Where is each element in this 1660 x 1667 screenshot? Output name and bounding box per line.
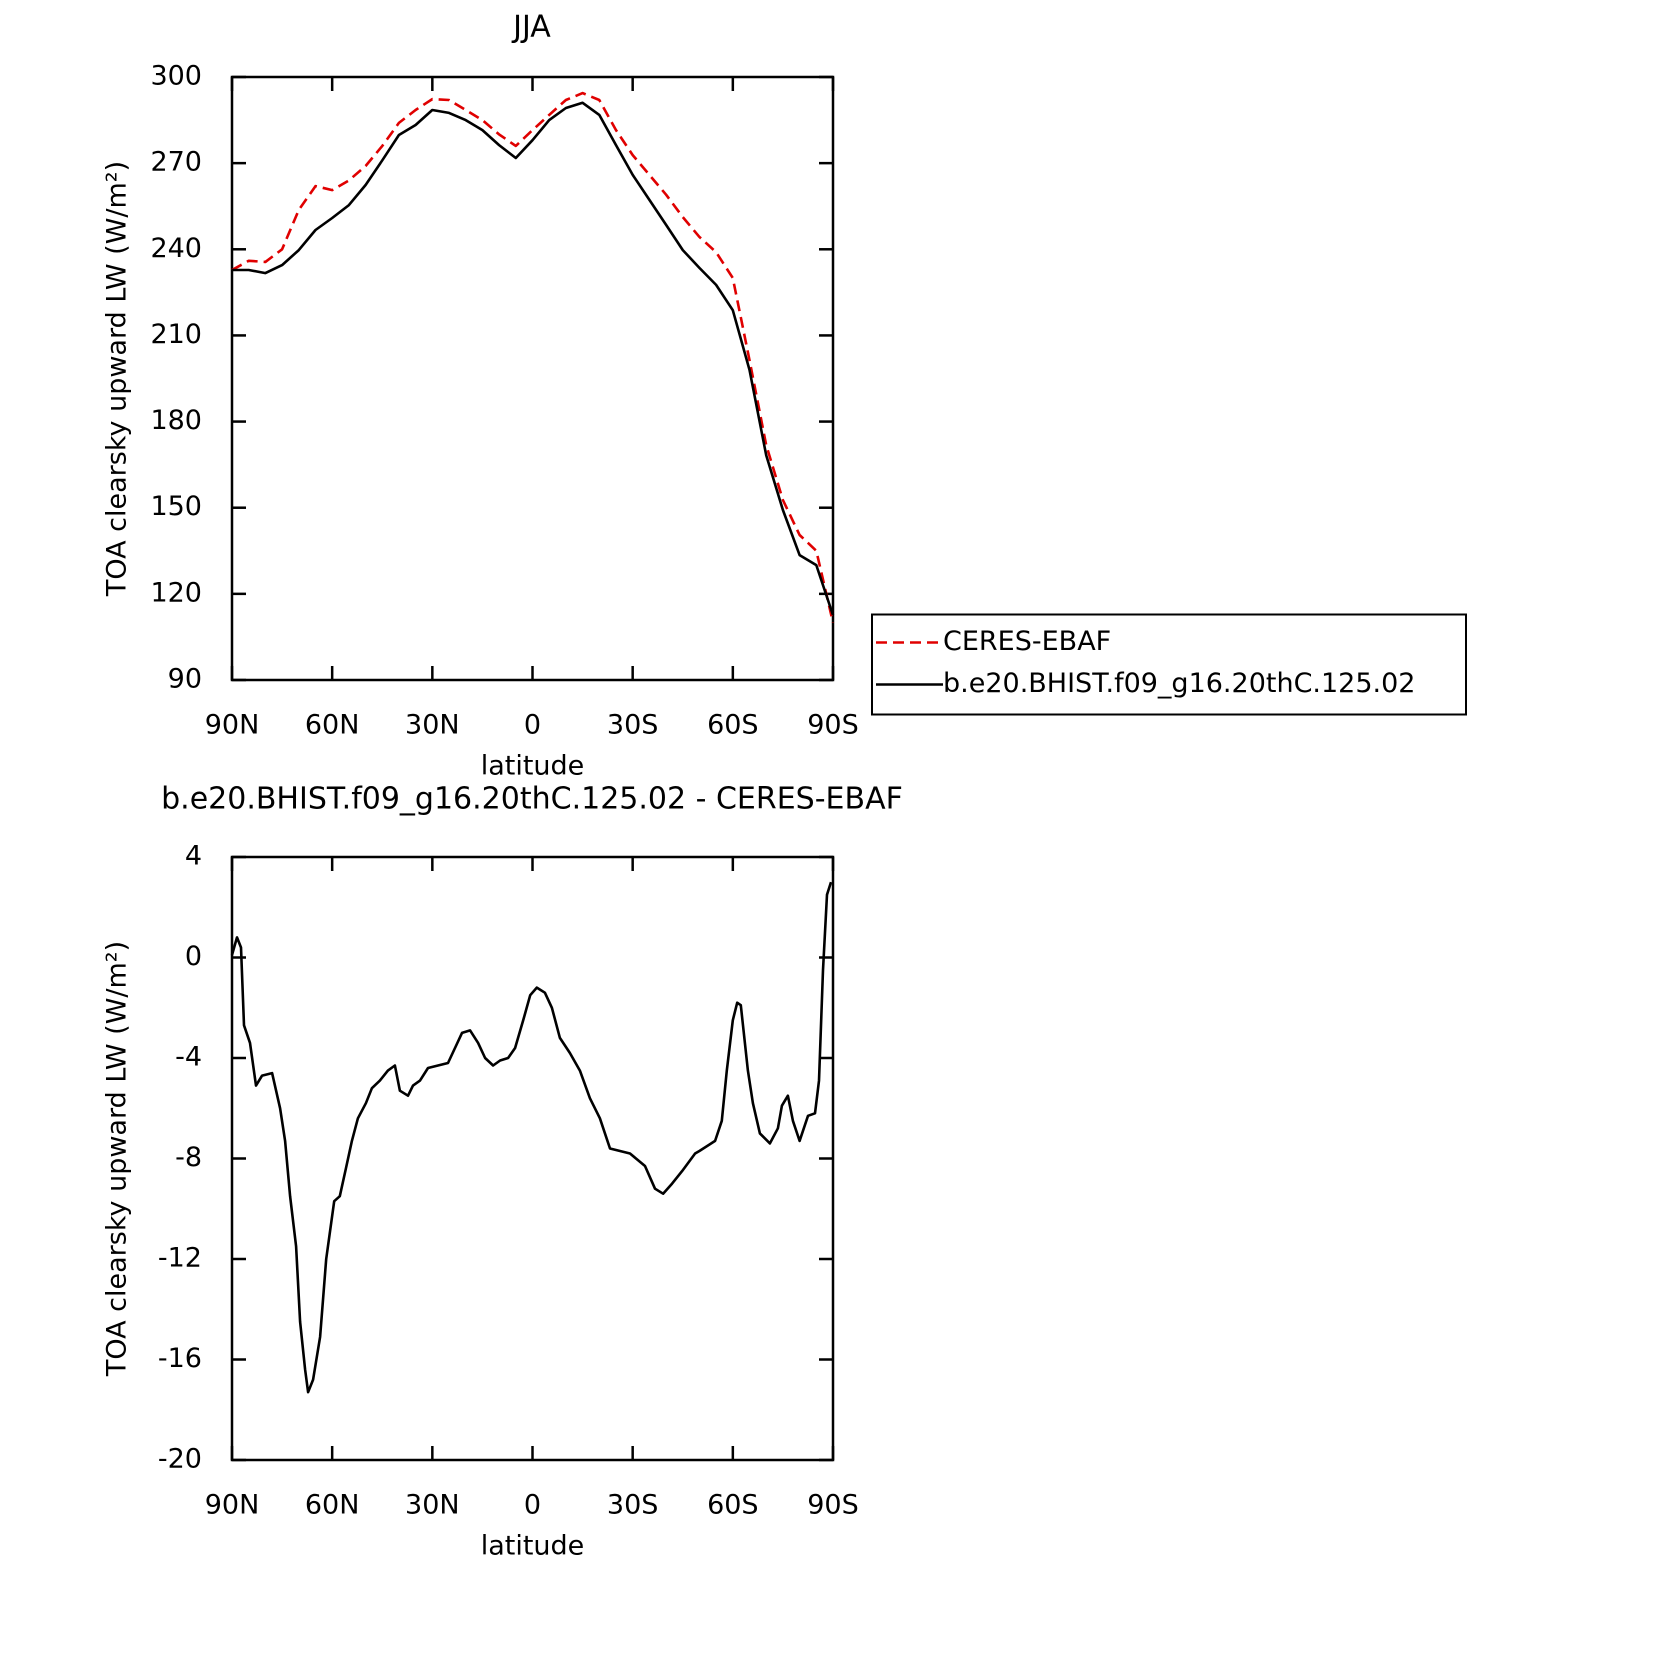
data-line: [230, 881, 833, 1394]
y-tick-label: 240: [150, 233, 202, 264]
y-tick-label: 180: [150, 405, 202, 436]
y-axis-label: TOA clearsky upward LW (W/m²): [102, 941, 133, 1377]
x-tick-label: 60N: [305, 1490, 360, 1521]
x-axis-label: latitude: [481, 1531, 585, 1562]
y-tick-label: -4: [175, 1042, 202, 1073]
x-tick-label: 90N: [205, 710, 260, 741]
series-line: [231, 91, 835, 623]
x-tick-label: 30N: [405, 1490, 460, 1521]
y-tick-label: 150: [150, 491, 202, 522]
y-tick-label: 0: [185, 941, 202, 972]
y-tick-label: -20: [158, 1444, 202, 1475]
y-tick-label: 90: [168, 664, 202, 695]
plot-frame: [230, 75, 835, 682]
chart-title: JJA: [511, 10, 551, 45]
series-line: [232, 101, 835, 616]
y-tick-label: -16: [158, 1343, 202, 1374]
legend-label: CERES-EBAF: [943, 626, 1111, 657]
chart-title: b.e20.BHIST.f09_g16.20thC.125.02 - CERES…: [161, 782, 903, 817]
x-tick-label: 90S: [807, 1490, 859, 1521]
x-tick-label: 30N: [405, 710, 460, 741]
y-tick-label: 4: [185, 841, 202, 872]
legend-label: b.e20.BHIST.f09_g16.20thC.125.02: [943, 668, 1415, 699]
x-tick-label: 30S: [607, 710, 659, 741]
y-tick-label: 120: [150, 577, 202, 608]
y-tick-label: 270: [150, 147, 202, 178]
y-tick-label: 300: [150, 61, 202, 92]
x-tick-label: 90S: [807, 710, 859, 741]
x-tick-label: 0: [524, 710, 541, 741]
x-tick-label: 90N: [205, 1490, 260, 1521]
x-tick-label: 60S: [707, 710, 759, 741]
x-tick-label: 60N: [305, 710, 360, 741]
x-axis-label: latitude: [481, 751, 585, 782]
x-tick-label: 0: [524, 1490, 541, 1521]
x-tick-label: 60S: [707, 1490, 759, 1521]
y-tick-label: -8: [175, 1142, 202, 1173]
legend-box: [871, 613, 1467, 716]
x-tick-label: 30S: [607, 1490, 659, 1521]
y-axis-label: TOA clearsky upward LW (W/m²): [102, 161, 133, 597]
y-tick-label: -12: [158, 1243, 202, 1274]
y-tick-label: 210: [150, 319, 202, 350]
plot-frame: [230, 855, 835, 1462]
